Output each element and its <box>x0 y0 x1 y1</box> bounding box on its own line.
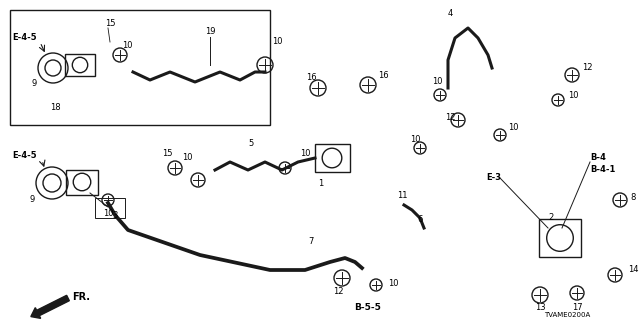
Text: B-5-5: B-5-5 <box>355 303 381 313</box>
Text: 9: 9 <box>30 196 35 204</box>
Text: 16: 16 <box>306 74 317 83</box>
Text: 13: 13 <box>534 303 545 313</box>
Text: 10: 10 <box>122 42 132 51</box>
Text: 10: 10 <box>182 154 193 163</box>
Text: 12: 12 <box>445 114 456 123</box>
FancyArrow shape <box>31 295 69 318</box>
Text: 5: 5 <box>248 139 253 148</box>
Text: 12: 12 <box>582 63 593 73</box>
Bar <box>66 170 98 195</box>
Text: 12: 12 <box>333 287 343 297</box>
Text: 19: 19 <box>205 28 215 36</box>
Text: E-4-5: E-4-5 <box>12 34 36 43</box>
Text: 7: 7 <box>308 237 314 246</box>
Bar <box>95 198 125 218</box>
Text: 3: 3 <box>112 211 118 220</box>
Bar <box>315 144 350 172</box>
Text: 10: 10 <box>272 37 282 46</box>
Text: FR.: FR. <box>72 292 90 302</box>
Text: 10: 10 <box>508 124 518 132</box>
Text: B-4-1: B-4-1 <box>590 165 616 174</box>
Text: 10: 10 <box>568 91 579 100</box>
Text: 10: 10 <box>432 77 442 86</box>
Text: 11: 11 <box>397 190 408 199</box>
Bar <box>539 219 581 257</box>
Text: B-4: B-4 <box>590 154 606 163</box>
Text: 9: 9 <box>32 79 37 89</box>
Text: 10: 10 <box>300 148 310 157</box>
Text: TVAME0200A: TVAME0200A <box>544 312 590 318</box>
Text: E-3: E-3 <box>486 173 501 182</box>
Bar <box>65 54 95 76</box>
Text: 10: 10 <box>388 278 399 287</box>
Text: 8: 8 <box>630 194 636 203</box>
Text: 1: 1 <box>318 179 323 188</box>
Text: 16: 16 <box>378 70 388 79</box>
Text: 4: 4 <box>447 10 452 19</box>
Text: 15: 15 <box>162 148 173 157</box>
Text: 14: 14 <box>628 266 639 275</box>
Text: 17: 17 <box>572 302 582 311</box>
Text: 2: 2 <box>548 213 553 222</box>
Text: E-4-5: E-4-5 <box>12 150 36 159</box>
Bar <box>10 10 270 125</box>
Text: 10: 10 <box>103 210 113 219</box>
Text: 10: 10 <box>410 135 420 145</box>
Text: 18: 18 <box>50 103 60 113</box>
Text: 15: 15 <box>105 20 115 28</box>
Text: 6: 6 <box>417 215 422 225</box>
